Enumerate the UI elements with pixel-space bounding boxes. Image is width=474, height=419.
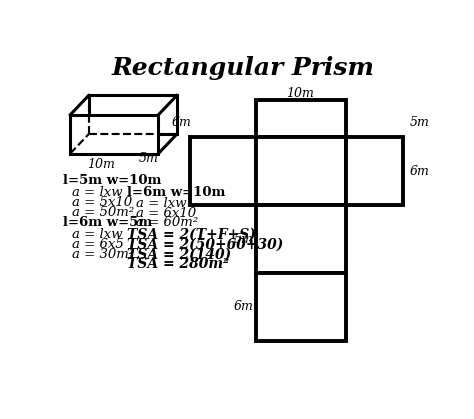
Text: 5m: 5m [410, 116, 430, 129]
Text: 6m: 6m [171, 116, 191, 129]
Text: TSA = 2(140): TSA = 2(140) [127, 247, 231, 261]
Text: a = lxw: a = lxw [72, 228, 123, 241]
Bar [256, 205, 346, 273]
Text: 10m: 10m [88, 158, 116, 171]
Text: a = lxw: a = lxw [137, 197, 187, 210]
Text: 6m: 6m [410, 165, 430, 178]
Text: a = 6x5: a = 6x5 [72, 238, 124, 251]
Bar [256, 137, 346, 205]
Bar [190, 137, 256, 205]
Text: a = 50m²: a = 50m² [72, 206, 134, 219]
Text: 5m: 5m [138, 152, 158, 165]
Text: l=6m w=5m: l=6m w=5m [63, 216, 152, 229]
Bar [256, 273, 346, 341]
Text: TSA = 2(T+F+S): TSA = 2(T+F+S) [127, 228, 256, 242]
Bar [89, 96, 177, 134]
Text: TSA = 2(50+60+30): TSA = 2(50+60+30) [127, 238, 283, 251]
Text: a = 60m²: a = 60m² [137, 216, 199, 229]
Text: a = lxw: a = lxw [72, 186, 123, 199]
Bar [70, 115, 158, 153]
Text: 5m: 5m [234, 233, 254, 246]
Text: TSA = 280m²: TSA = 280m² [127, 257, 229, 271]
Bar [346, 137, 403, 205]
Text: 6m: 6m [234, 300, 254, 313]
Bar [256, 100, 346, 137]
Text: l=5m w=10m: l=5m w=10m [63, 174, 161, 187]
Text: l=6m w=10m: l=6m w=10m [127, 186, 226, 199]
Text: a = 5x10: a = 5x10 [72, 196, 132, 209]
Text: a = 30m²: a = 30m² [72, 248, 134, 261]
Text: a = 6x10: a = 6x10 [137, 207, 197, 220]
Text: Rectangular Prism: Rectangular Prism [111, 56, 374, 80]
Text: 10m: 10m [286, 87, 314, 100]
